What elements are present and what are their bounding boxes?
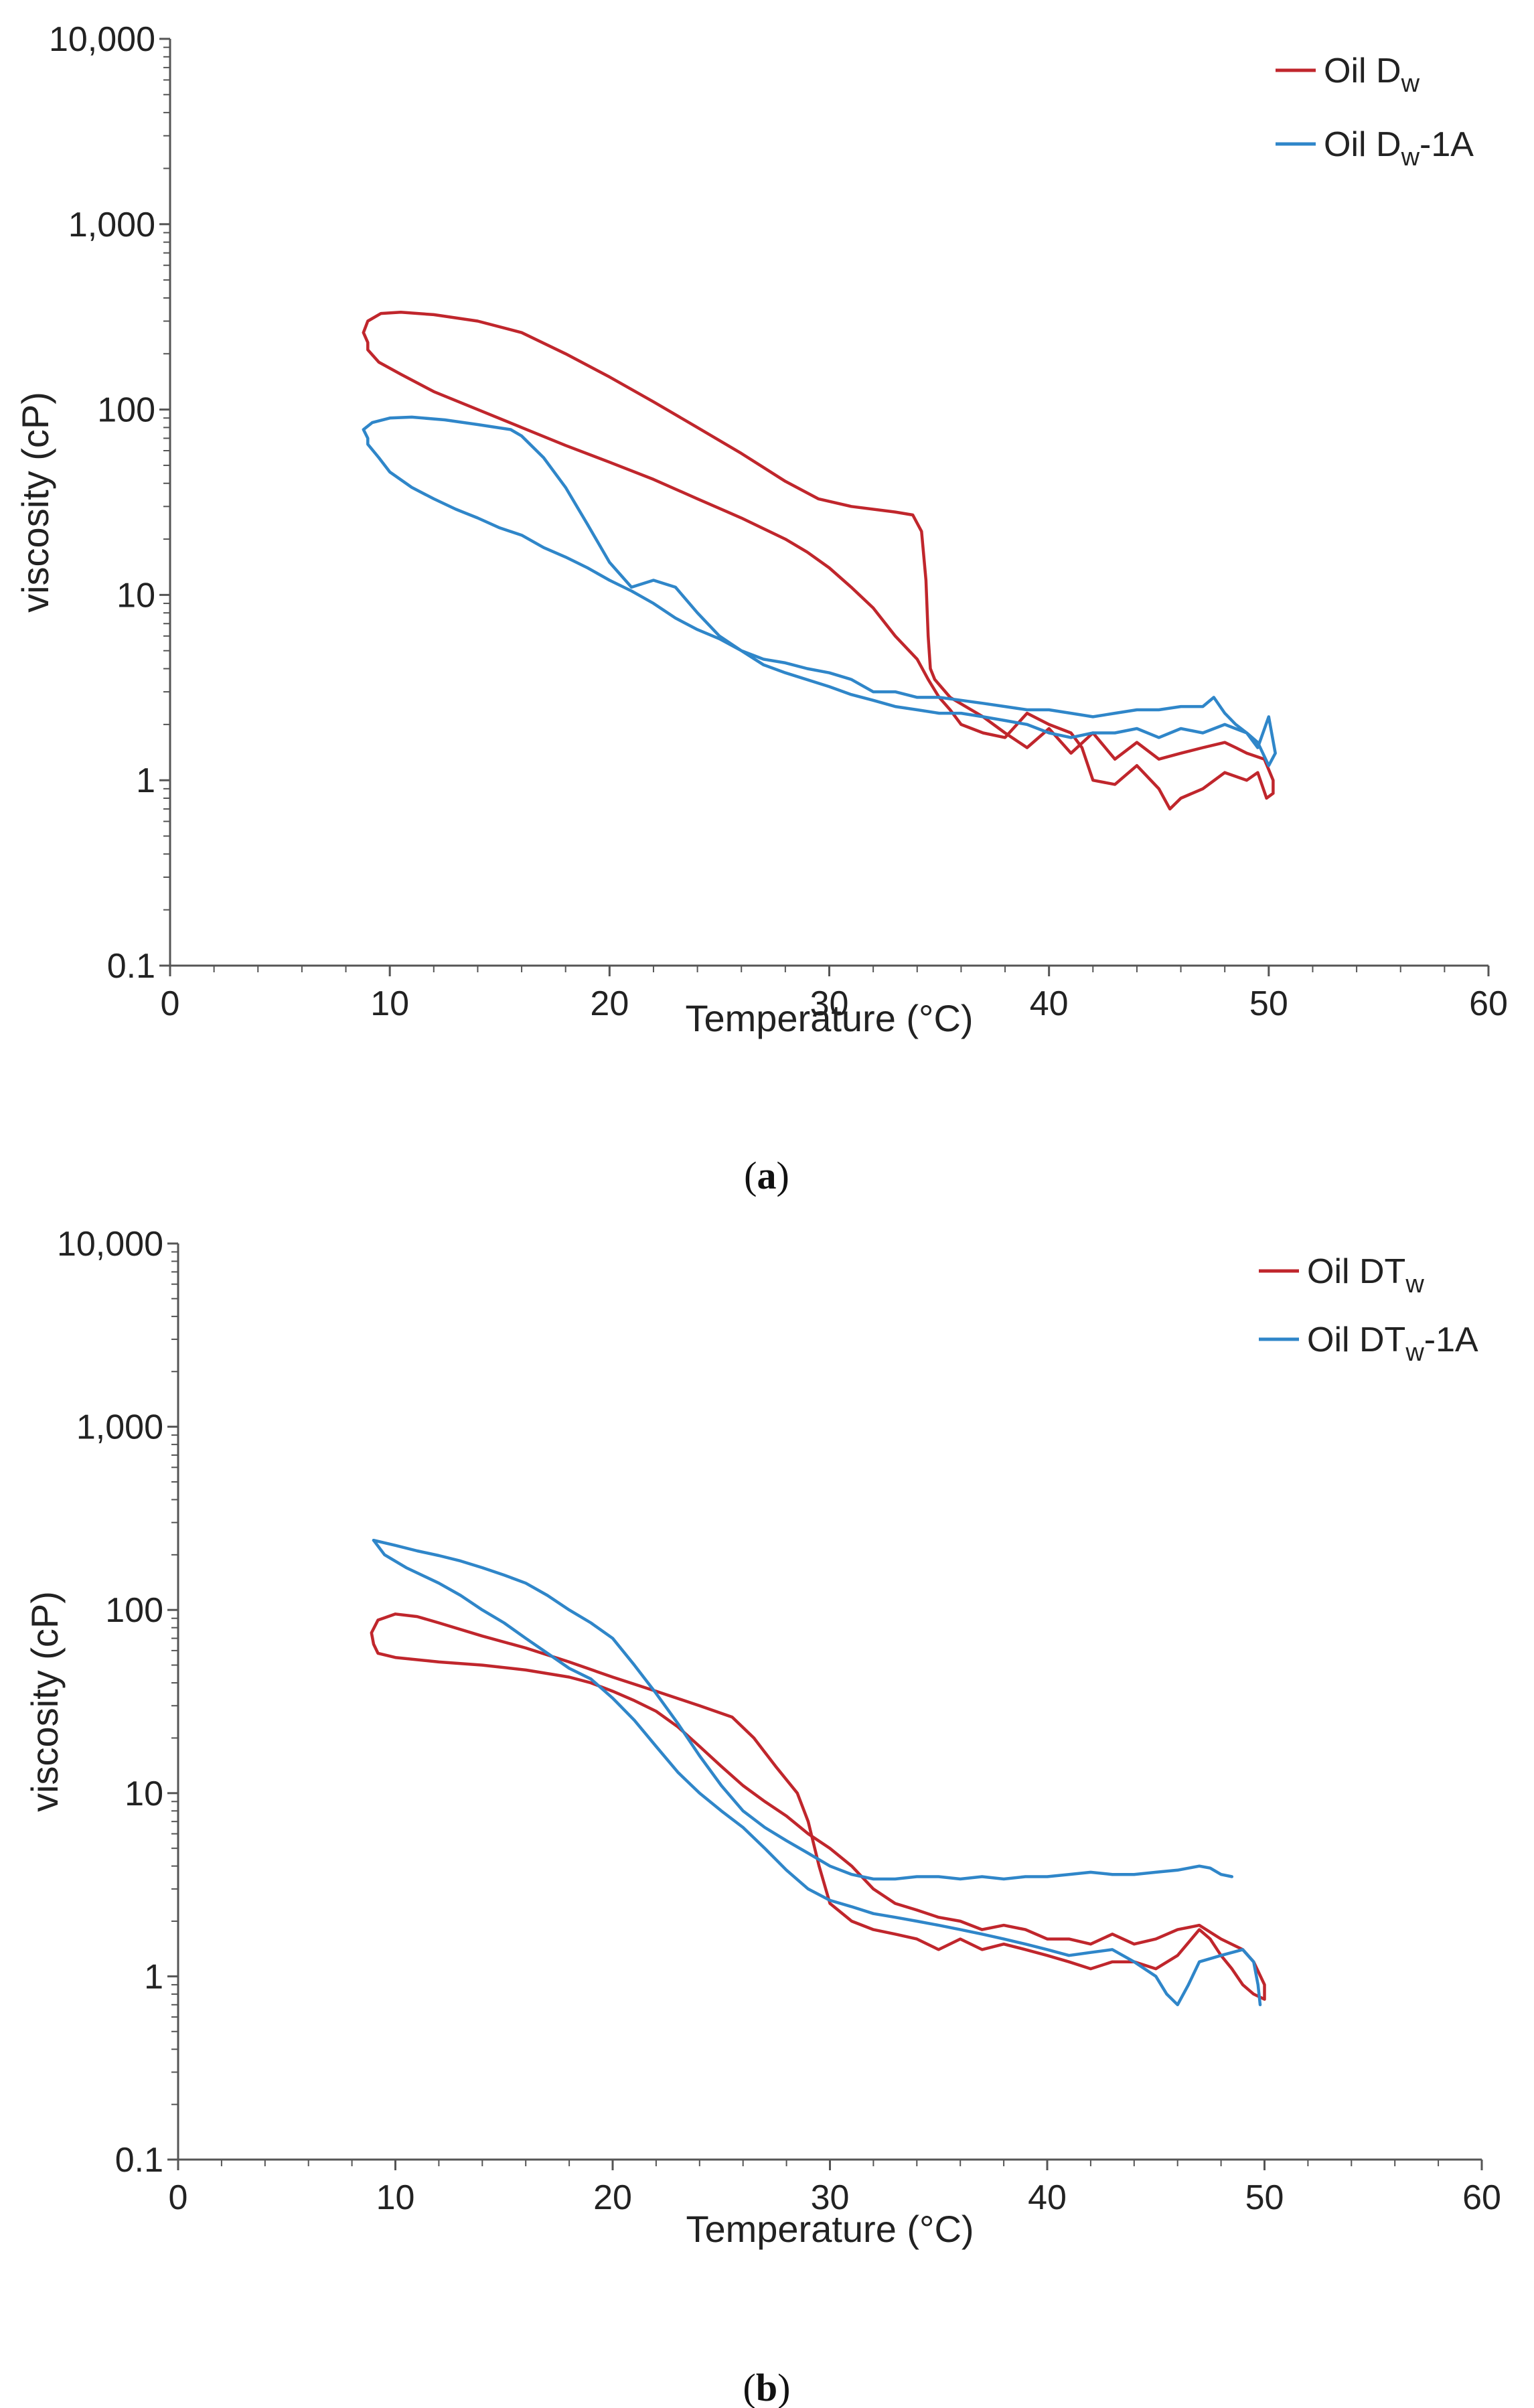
chart-b-xlabel: Temperature (°C) (686, 2208, 974, 2250)
legend-subscript: w (1401, 70, 1420, 98)
y-tick-label: 10,000 (57, 1225, 163, 1264)
chart-panel-a: 0.1 1 10 100 1,000 10,000 0 10 20 30 40 50 60 Tempe… (14, 20, 1508, 1197)
chart-b-series (370, 1538, 1266, 2007)
chart-a-svg: 0.1 1 10 100 1,000 10,000 0 10 20 30 40 50 60 Tempe… (14, 20, 1508, 1197)
series-line-oil-1a-2 (372, 1538, 1262, 2007)
legend-suffix: -1A (1420, 125, 1474, 164)
y-tick-label: 1 (144, 1957, 163, 1996)
panel-label-open: ( (744, 1154, 757, 1197)
series-line-oil-1a-1 (372, 1538, 1234, 1881)
x-tick-label: 0 (161, 984, 180, 1023)
x-tick-label: 40 (1030, 984, 1069, 1023)
chart-b-x-ticks: 0 10 20 30 40 50 60 (169, 2160, 1501, 2217)
y-tick-label: 1,000 (76, 1408, 163, 1447)
chart-b-ylabel: viscosity (cP) (23, 1591, 66, 1812)
y-tick-label: 1 (136, 761, 155, 800)
y-tick-label: 10 (125, 1775, 163, 1813)
legend-name: Oil D (1324, 52, 1401, 90)
chart-a-panel-label: (a) (744, 1154, 789, 1197)
y-tick-label: 100 (105, 1591, 163, 1630)
legend-name: Oil D (1324, 125, 1401, 164)
legend-subscript: w (1405, 1270, 1424, 1298)
chart-a-xlabel: Temperature (°C) (685, 997, 973, 1039)
x-tick-label: 60 (1462, 2178, 1501, 2217)
legend-subscript: w (1401, 143, 1420, 171)
legend-name: Oil DT (1307, 1321, 1405, 1359)
x-tick-label: 60 (1469, 984, 1508, 1023)
panel-label-letter: b (756, 2366, 777, 2408)
x-tick-label: 50 (1245, 2178, 1284, 2217)
chart-a-series (362, 311, 1277, 811)
chart-a-x-ticks: 0 10 20 30 40 50 60 (161, 966, 1508, 1023)
legend-label: Oil Dw-1A (1324, 125, 1474, 171)
y-tick-label: 10 (117, 576, 155, 615)
x-tick-label: 0 (169, 2178, 188, 2217)
chart-panel-b: 0.1 1 10 100 1,000 10,000 0 10 20 30 40 50 60 Tempe… (0, 1205, 1534, 2408)
legend-subscript: w (1405, 1339, 1424, 1367)
y-tick-label: 100 (97, 391, 155, 430)
x-tick-label: 30 (811, 2178, 850, 2217)
chart-a-y-ticks: 0.1 1 10 100 1,000 10,000 (49, 20, 170, 986)
x-tick-label: 10 (370, 984, 409, 1023)
x-tick-label: 40 (1028, 2178, 1067, 2217)
x-tick-label: 10 (376, 2178, 415, 2217)
y-tick-label: 0.1 (107, 947, 155, 986)
chart-b-axes (177, 1244, 1482, 2161)
legend-label: Oil DTw-1A (1307, 1321, 1478, 1367)
x-tick-label: 20 (593, 2178, 632, 2217)
y-tick-label: 10,000 (49, 20, 155, 59)
x-tick-label: 50 (1249, 984, 1288, 1023)
panel-label-close: ) (777, 1154, 789, 1197)
legend-name: Oil DT (1307, 1252, 1405, 1291)
legend-label: Oil DTw (1307, 1252, 1424, 1298)
chart-a-ylabel: viscosity (cP) (14, 392, 56, 613)
chart-b-y-ticks: 0.1 1 10 100 1,000 10,000 (57, 1225, 178, 2180)
series-line-oil-1a-1 (362, 415, 1277, 767)
panel-label-letter: a (757, 1154, 777, 1197)
panel-label-open: ( (743, 2366, 756, 2408)
series-line-oil-0 (370, 1612, 1266, 2001)
panel-label-close: ) (777, 2366, 790, 2408)
x-tick-label: 30 (810, 984, 849, 1023)
legend-label: Oil Dw (1324, 52, 1420, 98)
chart-b-panel-label: (b) (743, 2366, 791, 2408)
series-line-oil-0 (362, 311, 1275, 811)
legend-suffix: -1A (1424, 1321, 1478, 1359)
chart-b-svg: 0.1 1 10 100 1,000 10,000 0 10 20 30 40 50 60 Tempe… (23, 1225, 1501, 2408)
y-tick-label: 1,000 (68, 206, 155, 244)
y-tick-label: 0.1 (115, 2141, 163, 2180)
x-tick-label: 20 (590, 984, 629, 1023)
